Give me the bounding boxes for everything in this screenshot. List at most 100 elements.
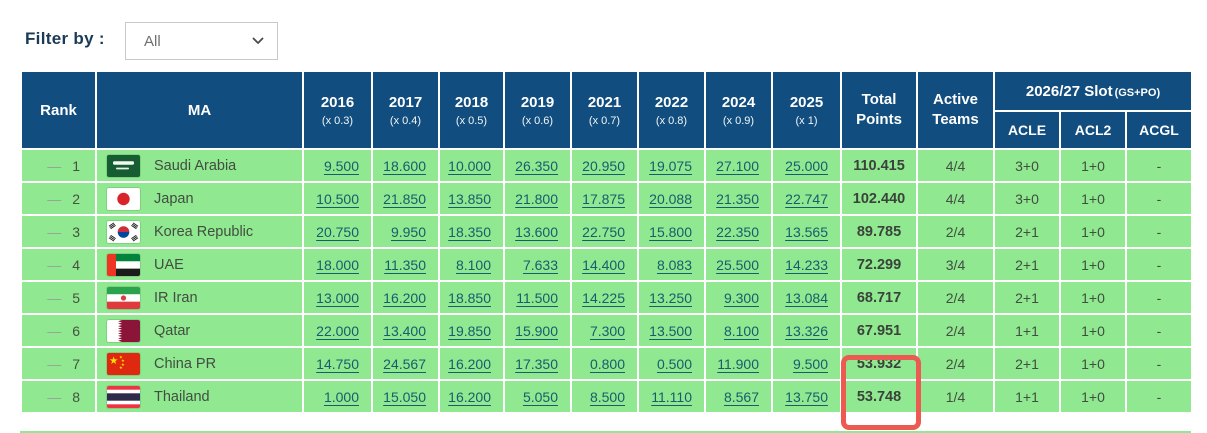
year-points-cell: 21.850: [371, 181, 440, 216]
year-points-link[interactable]: 17.875: [582, 190, 625, 207]
year-points-link[interactable]: 22.750: [582, 223, 625, 240]
year-points-link[interactable]: 7.300: [589, 322, 625, 339]
rank-trend-same-icon: —: [47, 190, 62, 207]
year-points-link[interactable]: 13.850: [448, 190, 491, 207]
acgl-slot-cell: -: [1125, 214, 1193, 249]
year-points-link[interactable]: 10.500: [316, 190, 359, 207]
year-points-link[interactable]: 21.350: [716, 190, 759, 207]
table-row: —6 Qatar 22.000 13.400 19.850 15.900 7.300 13.5…: [20, 313, 1193, 348]
svg-text:★: ★: [109, 355, 118, 367]
year-points-link[interactable]: 19.850: [448, 322, 491, 339]
year-points-link[interactable]: 25.000: [785, 157, 828, 174]
year-points-cell: 17.350: [503, 346, 572, 381]
year-points-link[interactable]: 8.083: [656, 256, 692, 273]
year-points-link[interactable]: 16.200: [383, 289, 426, 306]
year-points-link[interactable]: 14.750: [316, 355, 359, 372]
ma-cell: Qatar: [95, 313, 304, 348]
year-points-link[interactable]: 14.400: [582, 256, 625, 273]
year-points-link[interactable]: 0.800: [589, 355, 625, 372]
year-points-link[interactable]: 20.950: [582, 157, 625, 174]
rank-trend-same-icon: —: [47, 388, 62, 405]
year-points-link[interactable]: 24.567: [383, 355, 426, 372]
filter-dropdown-value: All: [144, 32, 161, 50]
year-points-link[interactable]: 9.950: [390, 223, 426, 240]
year-points-link[interactable]: 26.350: [515, 157, 558, 174]
year-points-link[interactable]: 17.350: [515, 355, 558, 372]
year-points-link[interactable]: 16.200: [448, 355, 491, 372]
year-points-link[interactable]: 5.050: [522, 388, 558, 405]
year-points-link[interactable]: 22.350: [716, 223, 759, 240]
year-points-link[interactable]: 0.500: [656, 355, 692, 372]
year-points-cell: 13.750: [771, 379, 842, 414]
acle-slot-cell: 2+1: [993, 214, 1061, 249]
country-name: UAE: [154, 256, 184, 273]
year-points-link[interactable]: 15.900: [515, 322, 558, 339]
year-points-link[interactable]: 11.350: [384, 256, 426, 273]
year-points-link[interactable]: 11.110: [651, 388, 692, 405]
year-points-cell: 22.750: [570, 214, 639, 249]
year-points-link[interactable]: 18.350: [448, 223, 491, 240]
year-points-link[interactable]: 18.600: [383, 157, 426, 174]
year-points-link[interactable]: 13.565: [785, 223, 828, 240]
year-points-link[interactable]: 13.084: [785, 289, 828, 306]
filter-dropdown[interactable]: All: [125, 22, 278, 60]
year-points-link[interactable]: 13.400: [383, 322, 426, 339]
year-points-link[interactable]: 13.500: [649, 322, 692, 339]
year-points-link[interactable]: 8.567: [723, 388, 759, 405]
year-points-link[interactable]: 19.075: [649, 157, 692, 174]
total-points-cell: 53.748: [840, 379, 918, 414]
acle-slot-cell: 2+1: [993, 247, 1061, 282]
year-points-cell: 9.950: [371, 214, 440, 249]
year-points-link[interactable]: 8.100: [455, 256, 491, 273]
year-points-link[interactable]: 27.100: [716, 157, 759, 174]
year-points-cell: 18.600: [371, 148, 440, 183]
ma-cell: Korea Republic: [95, 214, 304, 249]
year-points-link[interactable]: 13.000: [316, 289, 359, 306]
svg-text:★: ★: [119, 365, 123, 370]
table-header: Rank MA 2016 (x 0.3) 2017 (x 0.4) 2018 (x 0…: [20, 70, 1193, 150]
year-points-link[interactable]: 13.600: [515, 223, 558, 240]
year-points-link[interactable]: 8.100: [723, 322, 759, 339]
year-points-link[interactable]: 22.747: [785, 190, 828, 207]
year-points-cell: 15.900: [503, 313, 572, 348]
year-points-link[interactable]: 14.233: [785, 256, 828, 273]
year-points-link[interactable]: 18.000: [316, 256, 359, 273]
ma-cell: UAE: [95, 247, 304, 282]
year-points-link[interactable]: 18.850: [448, 289, 491, 306]
year-points-link[interactable]: 10.000: [448, 157, 491, 174]
year-points-cell: 8.567: [704, 379, 773, 414]
year-points-link[interactable]: 13.250: [649, 289, 692, 306]
year-points-link[interactable]: 11.900: [717, 355, 759, 372]
year-points-cell: 11.900: [704, 346, 773, 381]
year-points-link[interactable]: 21.850: [383, 190, 426, 207]
year-points-link[interactable]: 15.050: [383, 388, 426, 405]
rank-cell: —8: [20, 379, 97, 414]
year-points-link[interactable]: 21.800: [515, 190, 558, 207]
year-points-link[interactable]: 1.000: [323, 388, 359, 405]
year-points-link[interactable]: 9.300: [723, 289, 759, 306]
year-points-link[interactable]: 9.500: [792, 355, 828, 372]
year-points-cell: 13.250: [637, 280, 706, 315]
year-points-link[interactable]: 20.088: [649, 190, 692, 207]
year-points-cell: 19.075: [637, 148, 706, 183]
year-points-link[interactable]: 22.000: [316, 322, 359, 339]
year-points-cell: 13.500: [637, 313, 706, 348]
acle-slot-cell: 2+1: [993, 280, 1061, 315]
year-points-link[interactable]: 13.750: [785, 388, 828, 405]
year-points-link[interactable]: 9.500: [323, 157, 359, 174]
year-points-link[interactable]: 20.750: [316, 223, 359, 240]
year-points-link[interactable]: 11.500: [516, 289, 558, 306]
year-points-link[interactable]: 14.225: [582, 289, 625, 306]
year-points-link[interactable]: 16.200: [448, 388, 491, 405]
table-row: —7 ★ ★ ★ ★ ★ China PR 14.750 24.567 16.200 17.350 0…: [20, 346, 1193, 381]
rank-trend-same-icon: —: [47, 322, 62, 339]
year-points-link[interactable]: 15.800: [649, 223, 692, 240]
year-points-link[interactable]: 13.326: [785, 322, 828, 339]
acl2-slot-cell: 1+0: [1059, 280, 1127, 315]
year-points-cell: 20.088: [637, 181, 706, 216]
col-header-2018: 2018 (x 0.5): [438, 70, 505, 150]
year-points-link[interactable]: 7.633: [522, 256, 558, 273]
year-points-link[interactable]: 25.500: [716, 256, 759, 273]
year-points-link[interactable]: 8.500: [589, 388, 625, 405]
ma-cell: Saudi Arabia: [95, 148, 304, 183]
